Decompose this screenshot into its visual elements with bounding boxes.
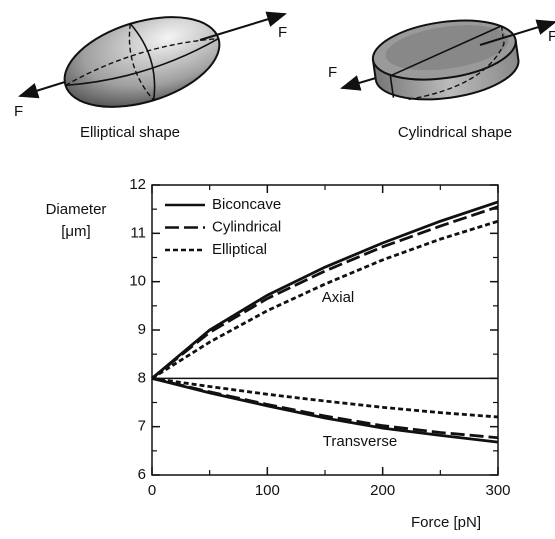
x-tick-label: 100 xyxy=(255,482,280,499)
elliptical-illustration: F F Elliptical shape xyxy=(14,11,287,141)
legend-label: Cylindrical xyxy=(212,218,281,235)
annotation: Transverse xyxy=(323,433,397,450)
data-line xyxy=(151,376,499,440)
chart: 6 7 8 9 10 11 12 0 100 200 300 Biconcave Cylindrical… xyxy=(46,176,511,531)
y-tick-label: 6 xyxy=(138,466,146,483)
annotation: Axial xyxy=(322,289,355,306)
y-tick-label: 7 xyxy=(138,418,146,435)
shape-label: Cylindrical shape xyxy=(398,124,512,141)
shape-label: Elliptical shape xyxy=(80,124,180,141)
y-tick-label: 8 xyxy=(138,369,146,386)
x-tick-label: 0 xyxy=(148,482,156,499)
x-tick-label: 300 xyxy=(485,482,510,499)
force-label: F xyxy=(14,103,23,120)
y-tick-label: 11 xyxy=(130,224,146,241)
legend-label: Elliptical xyxy=(212,241,267,258)
force-label: F xyxy=(328,64,337,81)
y-tick-label: 10 xyxy=(129,273,146,290)
y-tick-label: 12 xyxy=(129,176,146,193)
x-tick-label: 200 xyxy=(370,482,395,499)
data-line xyxy=(151,376,499,419)
data-line xyxy=(151,219,499,380)
force-label: F xyxy=(548,28,555,45)
y-axis-label: [μm] xyxy=(61,223,90,240)
y-tick-label: 9 xyxy=(138,321,146,338)
data-line xyxy=(151,205,499,380)
x-axis-label: Force [pN] xyxy=(411,514,481,531)
legend-label: Biconcave xyxy=(212,196,281,213)
data-line xyxy=(151,200,499,380)
cylindrical-illustration: F F Cylindrical shape xyxy=(328,19,555,141)
y-axis-label: Diameter xyxy=(46,201,107,218)
force-label: F xyxy=(278,24,287,41)
